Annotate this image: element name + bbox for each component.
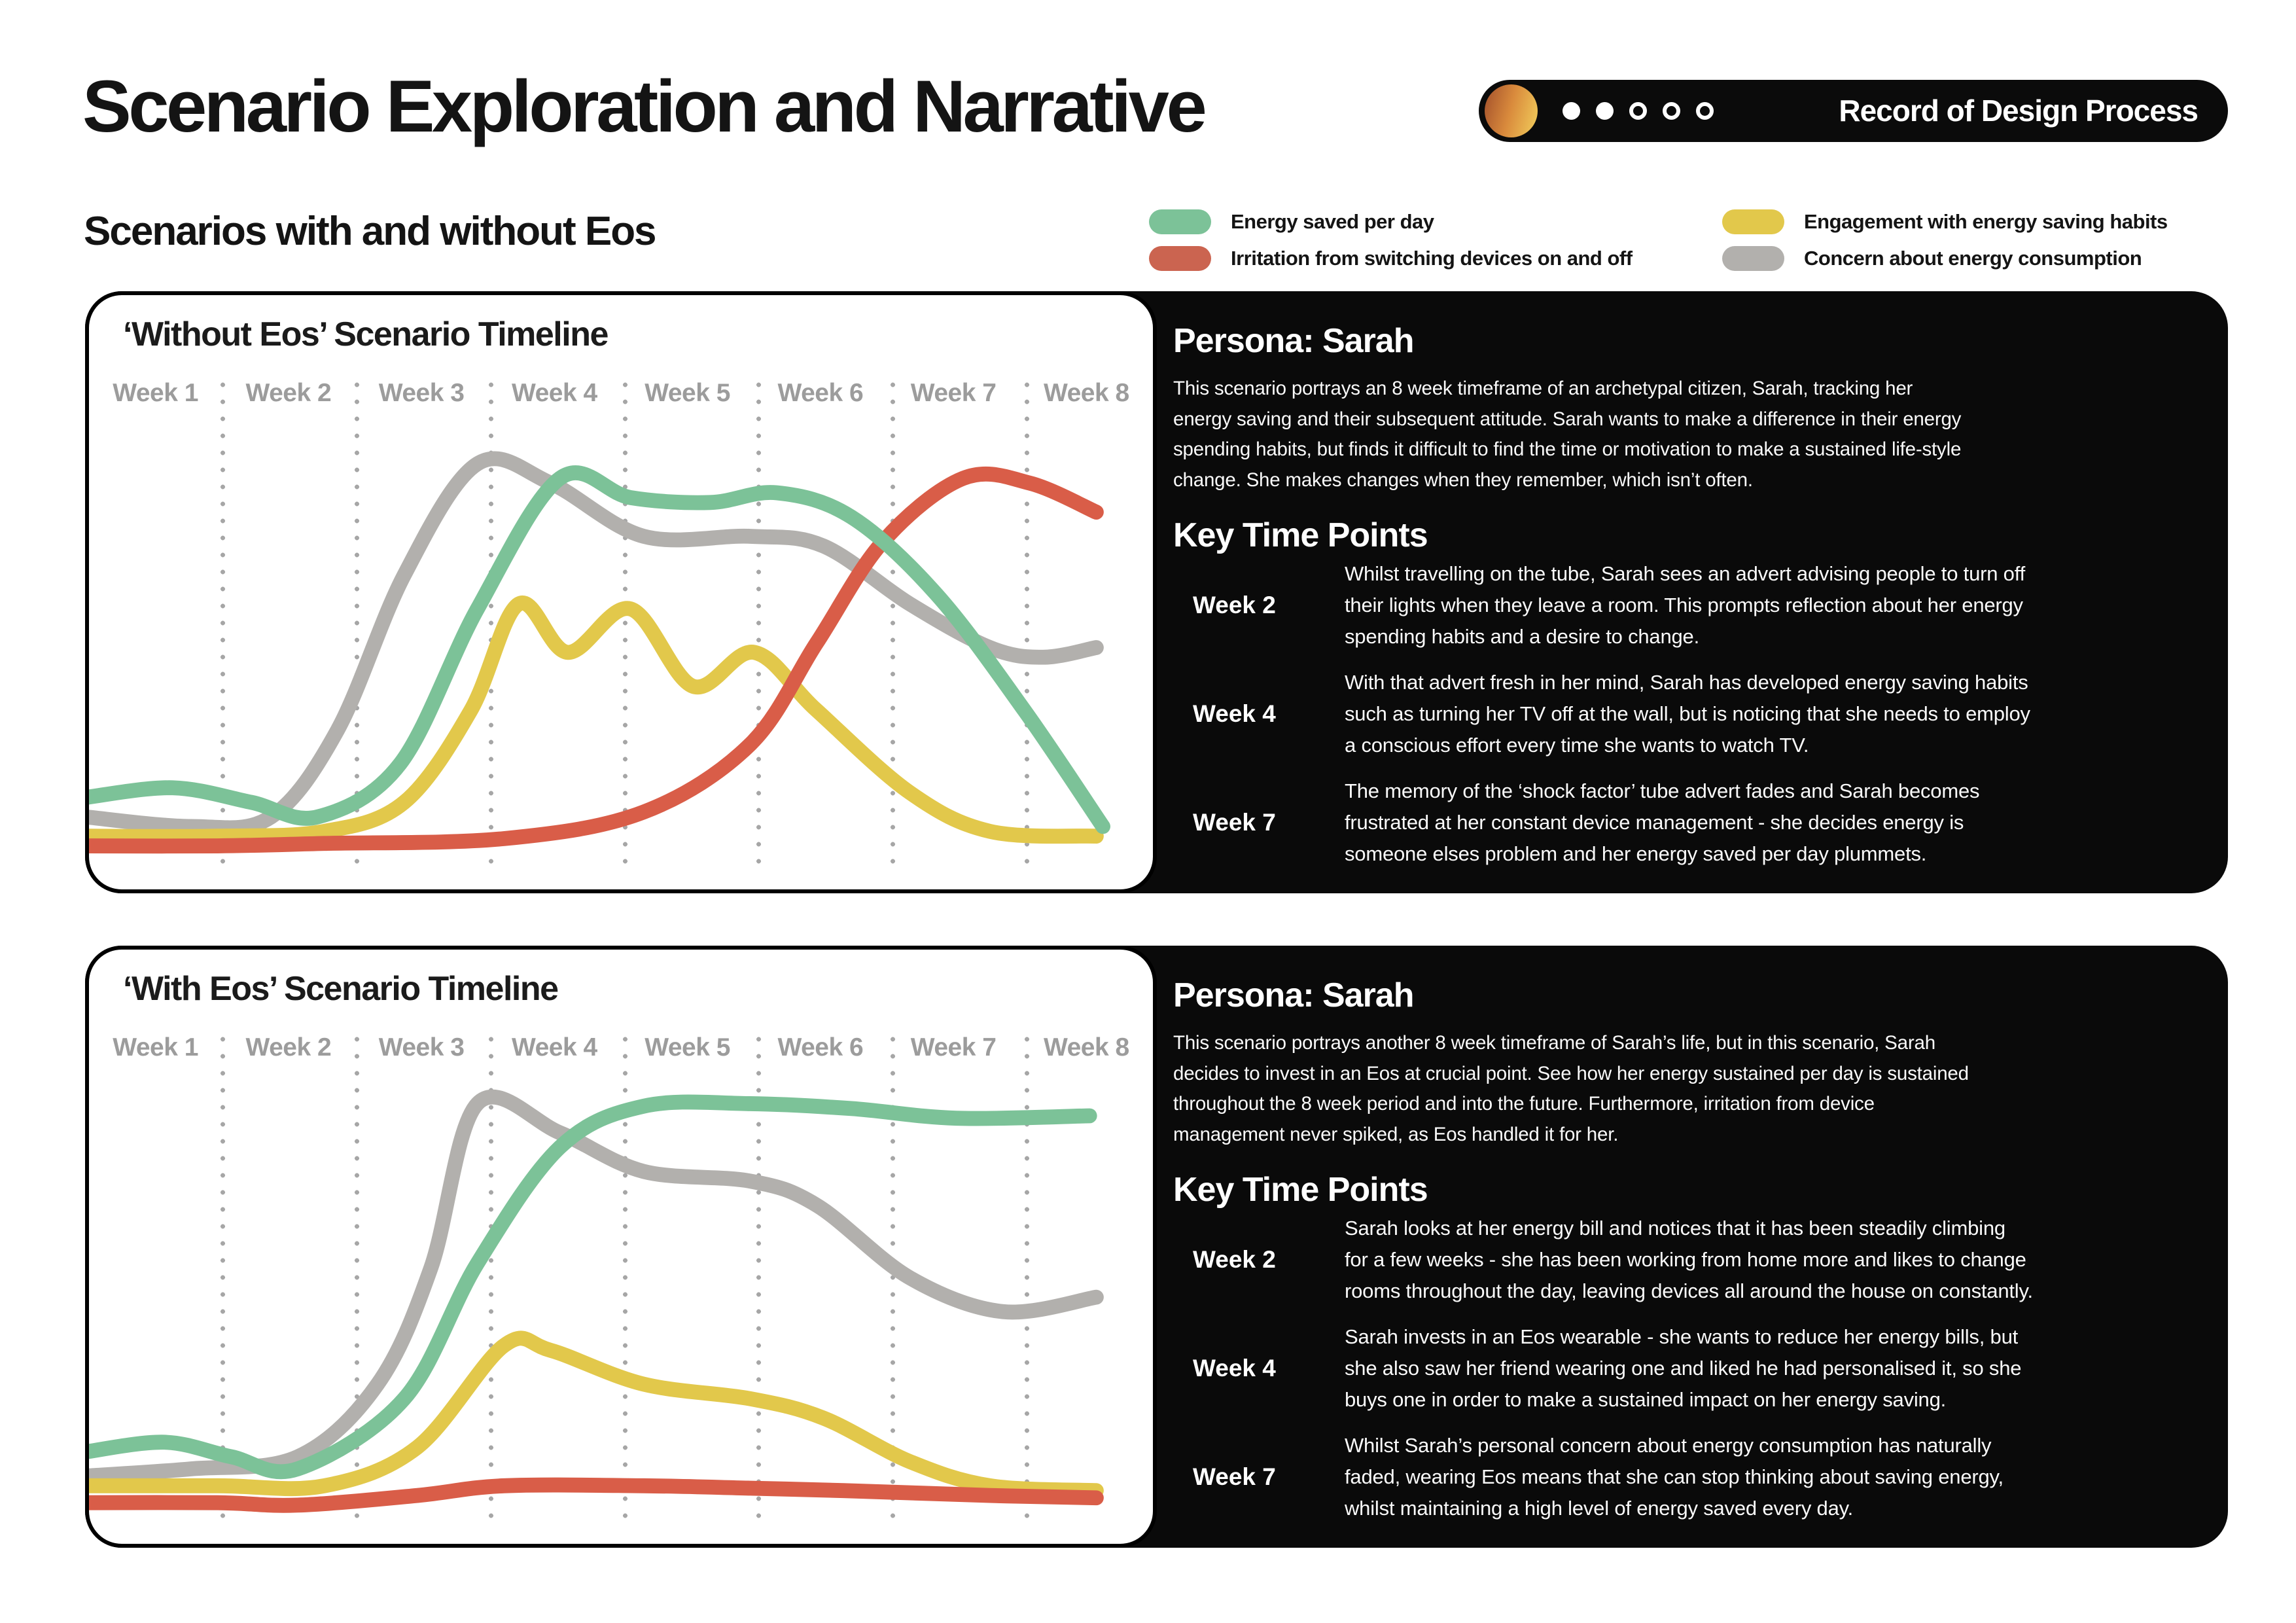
- week-label: Week 8: [1044, 379, 1129, 407]
- week-axis: Week 1 Week 2 Week 3 Week 4 Week 5 Week …: [89, 379, 1153, 409]
- legend-label: Concern about energy consumption: [1804, 247, 2142, 270]
- week-label: Week 2: [245, 379, 332, 407]
- key-point-text: Whilst Sarah’s personal concern about en…: [1345, 1434, 2004, 1520]
- week-label: Week 7: [910, 379, 997, 407]
- legend-item-irritation: Irritation from switching devices on and…: [1149, 246, 1633, 271]
- line-energy: [89, 465, 1110, 834]
- week-label: Week 2: [245, 1033, 332, 1061]
- week-label: Week 5: [645, 379, 730, 407]
- narrative-with-eos: Persona: Sarah This scenario portrays an…: [1173, 946, 2210, 1548]
- key-time-point-row: Week 4 With that advert fresh in her min…: [1173, 667, 2210, 765]
- progress-dot: [1663, 102, 1680, 120]
- legend-item-concern: Concern about energy consumption: [1722, 246, 2142, 271]
- week-gridline: [488, 1036, 493, 1529]
- page-subtitle: Scenarios with and without Eos: [84, 209, 657, 254]
- line-engagement: [89, 596, 1104, 844]
- week-label: Week 3: [378, 1033, 465, 1061]
- page-title: Scenario Exploration and Narrative: [82, 65, 1207, 147]
- line-concern: [89, 1089, 1104, 1484]
- progress-dot: [1629, 102, 1647, 120]
- week-gridline: [488, 382, 493, 875]
- key-point-text: Sarah looks at her energy bill and notic…: [1345, 1217, 2033, 1302]
- gradient-orb-icon: [1485, 84, 1538, 137]
- key-time-point-row: Week 4 Sarah invests in an Eos wearable …: [1173, 1321, 2210, 1419]
- key-point-text: The memory of the ‘shock factor’ tube ad…: [1345, 779, 1980, 865]
- week-label: Week 5: [645, 1033, 730, 1061]
- legend-swatch-energy: [1149, 209, 1211, 234]
- week-gridline: [622, 1036, 627, 1529]
- legend-swatch-concern: [1722, 246, 1784, 271]
- progress-dot: [1563, 102, 1580, 120]
- week-label: Week 4: [512, 1033, 597, 1061]
- key-time-point-row: Week 7 The memory of the ‘shock factor’ …: [1173, 776, 2210, 874]
- legend-item-energy: Energy saved per day: [1149, 209, 1434, 234]
- week-axis: Week 1 Week 2 Week 3 Week 4 Week 5 Week …: [89, 1033, 1153, 1063]
- progress-badge: Record of Design Process: [1479, 80, 2228, 142]
- week-gridline: [221, 1036, 226, 1529]
- badge-label: Record of Design Process: [1839, 94, 2199, 128]
- legend-swatch-engagement: [1722, 209, 1784, 234]
- scenario-panel-without-eos: ‘Without Eos’ Scenario Timeline Week 1 W…: [85, 291, 2228, 893]
- key-point-text: Sarah invests in an Eos wearable - she w…: [1345, 1325, 2022, 1411]
- progress-dot: [1696, 102, 1714, 120]
- line-irritation: [89, 1477, 1104, 1513]
- scenario-chart-without-eos: [89, 451, 1110, 854]
- line-irritation: [89, 466, 1104, 854]
- key-time-point-row: Week 2 Whilst travelling on the tube, Sa…: [1173, 558, 2210, 656]
- scenario-chart-with-eos: [89, 1089, 1104, 1513]
- legend-item-engagement: Engagement with energy saving habits: [1722, 209, 2168, 234]
- week-label: Week 3: [378, 379, 465, 407]
- key-time-point-row: Week 2 Sarah looks at her energy bill an…: [1173, 1213, 2210, 1311]
- week-label: Week 8: [1044, 1033, 1129, 1061]
- week-gridline: [1024, 382, 1029, 875]
- chart-card-without-eos: ‘Without Eos’ Scenario Timeline Week 1 W…: [85, 291, 1157, 893]
- week-label: Week 4: [512, 379, 597, 407]
- key-week-label: Week 2: [1193, 1246, 1276, 1273]
- legend-swatch-irritation: [1149, 246, 1211, 271]
- key-week-label: Week 7: [1193, 809, 1276, 836]
- narrative-without-eos: Persona: Sarah This scenario portrays an…: [1173, 291, 2210, 893]
- week-label: Week 1: [113, 1033, 198, 1061]
- progress-dot: [1596, 102, 1614, 120]
- persona-heading: Persona: Sarah: [1173, 322, 1414, 360]
- week-gridline: [891, 1036, 895, 1529]
- week-gridline: [355, 1036, 359, 1529]
- legend-label: Irritation from switching devices on and…: [1231, 247, 1633, 270]
- key-week-label: Week 7: [1193, 1463, 1276, 1490]
- progress-dots: [1563, 80, 1714, 142]
- week-label: Week 1: [113, 379, 198, 407]
- key-time-points-heading: Key Time Points: [1173, 516, 1428, 554]
- week-label: Week 6: [777, 379, 864, 407]
- week-gridline: [756, 1036, 762, 1529]
- persona-heading: Persona: Sarah: [1173, 976, 1414, 1014]
- week-label: Week 7: [910, 1033, 997, 1061]
- week-gridline: [355, 382, 359, 875]
- scenario-panel-with-eos: ‘With Eos’ Scenario Timeline Week 1 Week…: [85, 946, 2228, 1548]
- chart-card-title: ‘Without Eos’ Scenario Timeline: [123, 315, 609, 353]
- line-energy: [89, 1094, 1097, 1480]
- week-gridline: [1024, 1036, 1029, 1529]
- key-week-label: Week 2: [1193, 592, 1276, 618]
- chart-card-with-eos: ‘With Eos’ Scenario Timeline Week 1 Week…: [85, 946, 1157, 1548]
- week-gridline: [891, 382, 895, 875]
- persona-intro: This scenario portrays another 8 week ti…: [1173, 1032, 1969, 1145]
- key-week-label: Week 4: [1193, 1355, 1276, 1382]
- legend-label: Engagement with energy saving habits: [1804, 210, 2168, 233]
- week-label: Week 6: [777, 1033, 864, 1061]
- week-gridline: [622, 382, 627, 875]
- persona-intro: This scenario portrays an 8 week timefra…: [1173, 378, 1962, 491]
- key-point-text: With that advert fresh in her mind, Sara…: [1345, 671, 2030, 757]
- key-week-label: Week 4: [1193, 700, 1276, 727]
- key-point-text: Whilst travelling on the tube, Sarah see…: [1345, 562, 2025, 648]
- chart-card-title: ‘With Eos’ Scenario Timeline: [123, 970, 559, 1008]
- line-engagement: [89, 1330, 1104, 1499]
- week-gridline: [756, 382, 762, 875]
- key-time-points-heading: Key Time Points: [1173, 1171, 1428, 1209]
- week-gridline: [221, 382, 226, 875]
- key-time-point-row: Week 7 Whilst Sarah’s personal concern a…: [1173, 1430, 2210, 1528]
- legend-label: Energy saved per day: [1231, 210, 1434, 233]
